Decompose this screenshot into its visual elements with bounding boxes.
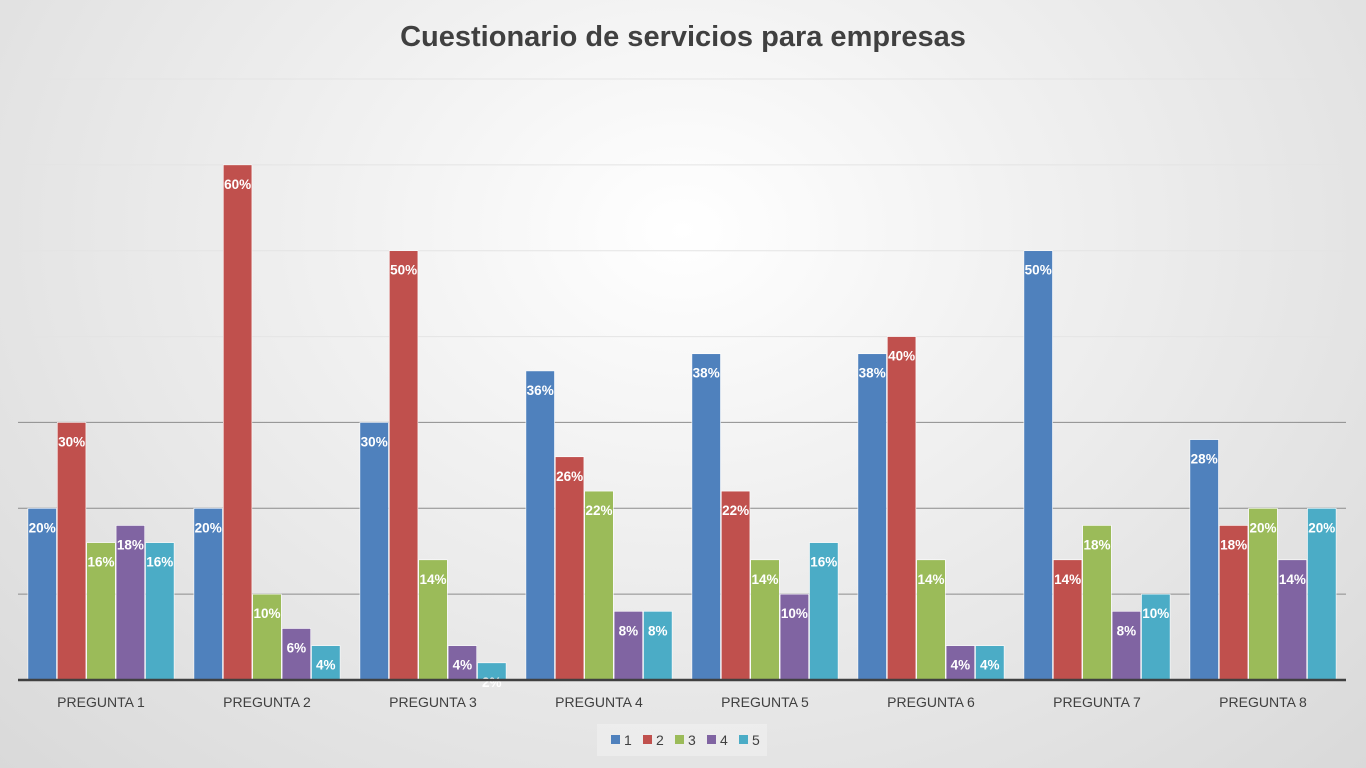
legend-swatch-3 xyxy=(675,735,684,744)
data-label: 16% xyxy=(87,555,114,570)
data-label: 4% xyxy=(316,658,336,673)
x-tick-label: PREGUNTA 6 xyxy=(887,694,975,710)
data-label: 20% xyxy=(1249,520,1276,535)
data-label: 2% xyxy=(482,675,502,690)
data-label: 22% xyxy=(722,503,749,518)
data-label: 4% xyxy=(951,658,971,673)
x-tick-label: PREGUNTA 7 xyxy=(1053,694,1141,710)
data-label: 20% xyxy=(195,520,222,535)
data-label: 38% xyxy=(859,366,886,381)
bar-series-4-7 xyxy=(1111,611,1141,681)
x-tick-label: PREGUNTA 3 xyxy=(389,694,477,710)
bar-series-1-4 xyxy=(525,370,555,681)
bar-series-5-1 xyxy=(145,542,175,681)
data-label: 30% xyxy=(58,434,85,449)
legend-label-5: 5 xyxy=(752,732,760,748)
bar-series-4-3 xyxy=(447,645,478,681)
data-label: 18% xyxy=(117,537,144,552)
legend-label-1: 1 xyxy=(624,732,632,748)
data-label: 10% xyxy=(781,606,808,621)
x-axis-tick-labels: PREGUNTA 1 PREGUNTA 2 PREGUNTA 3 PREGUNTA 4… xyxy=(57,694,1307,710)
x-tick-label: PREGUNTA 8 xyxy=(1219,694,1307,710)
legend: 1 2 3 4 5 xyxy=(597,724,767,756)
legend-swatch-4 xyxy=(707,735,716,744)
legend-swatch-1 xyxy=(611,735,620,744)
data-label: 14% xyxy=(419,572,446,587)
data-label: 60% xyxy=(224,177,251,192)
data-label: 14% xyxy=(1279,572,1306,587)
data-label: 16% xyxy=(810,555,837,570)
data-label: 10% xyxy=(1142,606,1169,621)
bar-series-2-4 xyxy=(554,456,585,681)
data-label: 50% xyxy=(390,263,417,278)
bar-series-3-5 xyxy=(750,559,780,681)
data-label: 4% xyxy=(453,658,473,673)
bar-series-3-2 xyxy=(252,593,282,681)
data-label: 8% xyxy=(648,623,668,638)
legend-swatch-5 xyxy=(739,735,748,744)
bar-series-3-6 xyxy=(916,559,946,681)
legend-label-2: 2 xyxy=(656,732,664,748)
bar-series-5-4 xyxy=(643,611,673,681)
data-label: 20% xyxy=(1308,520,1335,535)
data-label: 18% xyxy=(1083,537,1110,552)
legend-label-3: 3 xyxy=(688,732,696,748)
bar-series-2-7 xyxy=(1053,559,1083,681)
bar-series-2-2 xyxy=(223,164,253,681)
bar-series-4-8 xyxy=(1277,559,1307,681)
chart-title: Cuestionario de servicios para empresas xyxy=(400,21,966,53)
data-label: 26% xyxy=(556,469,583,484)
data-label: 16% xyxy=(146,555,173,570)
data-label: 30% xyxy=(361,434,388,449)
data-label: 28% xyxy=(1191,452,1218,467)
data-label: 50% xyxy=(1025,263,1052,278)
bar-series-5-8 xyxy=(1307,507,1337,681)
bar-series-1-5 xyxy=(691,353,721,681)
data-label: 14% xyxy=(917,572,944,587)
bar-series-3-3 xyxy=(418,559,448,681)
data-label: 8% xyxy=(1117,623,1137,638)
data-label: 14% xyxy=(1054,572,1081,587)
bar-series-2-8 xyxy=(1219,525,1249,681)
bar-series-5-5 xyxy=(809,542,839,681)
bar-series-3-8 xyxy=(1248,507,1278,681)
bar-series-3-1 xyxy=(86,542,116,681)
bar-series-4-4 xyxy=(613,611,643,681)
legend-label-4: 4 xyxy=(720,732,728,748)
data-label: 4% xyxy=(980,658,1000,673)
data-label: 8% xyxy=(619,623,639,638)
bar-series-2-3 xyxy=(388,250,419,681)
x-tick-label: PREGUNTA 1 xyxy=(57,694,145,710)
data-label: 36% xyxy=(527,383,554,398)
data-label: 6% xyxy=(287,640,307,655)
bar-series-2-5 xyxy=(720,490,751,681)
data-label: 18% xyxy=(1220,537,1247,552)
bar-series-3-4 xyxy=(584,490,614,681)
bar-series-5-7 xyxy=(1141,593,1171,681)
bar-series-1-7 xyxy=(1023,250,1053,681)
data-label: 22% xyxy=(585,503,612,518)
bar-series-4-1 xyxy=(115,525,145,681)
x-tick-label: PREGUNTA 2 xyxy=(223,694,311,710)
x-tick-label: PREGUNTA 4 xyxy=(555,694,643,710)
bar-series-1-6 xyxy=(857,353,887,681)
bars xyxy=(27,164,1337,681)
bar-series-2-6 xyxy=(886,336,917,681)
bar-series-4-6 xyxy=(945,645,975,681)
bar-series-1-8 xyxy=(1189,439,1219,681)
data-label: 40% xyxy=(888,349,915,364)
bar-series-1-2 xyxy=(193,507,223,681)
legend-swatch-2 xyxy=(643,735,652,744)
data-label: 10% xyxy=(253,606,280,621)
bar-series-5-2 xyxy=(311,645,341,681)
data-labels: 20%30%16%18%16%20%60%10%6%4%30%50%14%4%2… xyxy=(29,177,1336,690)
x-tick-label: PREGUNTA 5 xyxy=(721,694,809,710)
bar-series-2-1 xyxy=(56,422,87,681)
data-label: 14% xyxy=(751,572,778,587)
bar-series-1-3 xyxy=(359,422,389,681)
bar-series-5-6 xyxy=(975,645,1005,681)
data-label: 20% xyxy=(29,520,56,535)
data-label: 38% xyxy=(693,366,720,381)
